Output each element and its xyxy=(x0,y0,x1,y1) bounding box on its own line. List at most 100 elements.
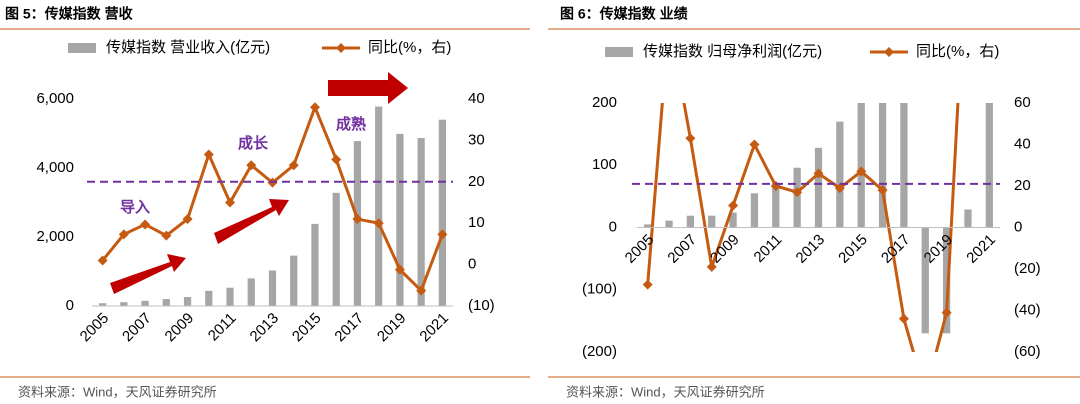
bar xyxy=(644,224,652,228)
line-marker xyxy=(225,197,236,208)
line-marker xyxy=(288,160,299,171)
bar xyxy=(290,255,298,306)
x-tick-label: 2013 xyxy=(247,310,283,346)
source-note: 资料来源：Wind，天风证券研究所 xyxy=(18,384,217,399)
bar xyxy=(900,103,908,228)
bar xyxy=(921,227,929,334)
line-series xyxy=(646,103,960,352)
y-tick-label: 2,000 xyxy=(36,228,74,245)
y2-tick-label: 0 xyxy=(1014,218,1022,235)
x-tick-label: 2013 xyxy=(793,231,829,267)
bar xyxy=(985,103,993,228)
x-tick-label: 2009 xyxy=(707,231,743,267)
line-marker xyxy=(309,102,320,113)
line-marker xyxy=(749,139,760,150)
bar xyxy=(396,133,404,306)
bar xyxy=(120,302,128,306)
trend-arrow xyxy=(110,254,186,294)
y2-tick-label: 40 xyxy=(1014,135,1031,152)
bar xyxy=(417,137,425,306)
bar xyxy=(205,290,213,306)
line-marker xyxy=(856,166,867,177)
legend-label: 同比(%，右) xyxy=(916,43,999,60)
source-note: 资料来源：Wind，天风证券研究所 xyxy=(566,384,765,399)
plot-area xyxy=(642,103,993,352)
line-marker xyxy=(642,279,653,290)
y2-tick-label: 0 xyxy=(468,256,476,273)
y-tick-label: 4,000 xyxy=(36,159,74,176)
line-marker xyxy=(706,261,717,272)
bar xyxy=(438,119,446,306)
line-marker xyxy=(97,255,108,266)
y-tick-label: (200) xyxy=(582,343,617,360)
y2-tick-label: (40) xyxy=(1014,301,1041,318)
bar xyxy=(226,287,234,306)
y2-tick-label: (10) xyxy=(468,297,495,314)
x-tick-label: 2019 xyxy=(374,310,410,346)
bar xyxy=(964,209,972,228)
y2-tick-label: 40 xyxy=(468,90,485,107)
line-marker xyxy=(834,183,845,194)
bar xyxy=(268,270,277,306)
x-tick-label: 2009 xyxy=(162,310,198,346)
x-tick-label: 2015 xyxy=(289,310,325,346)
x-tick-label: 2011 xyxy=(751,231,786,266)
line-marker xyxy=(246,160,257,171)
annotation: 成长 xyxy=(238,134,269,152)
bar xyxy=(375,106,383,306)
bar xyxy=(750,193,759,228)
bar xyxy=(665,220,673,228)
y2-tick-label: 10 xyxy=(468,214,485,231)
bar xyxy=(708,215,716,228)
bar xyxy=(247,278,255,306)
bar xyxy=(183,297,192,306)
bar xyxy=(311,223,319,306)
line-marker xyxy=(437,229,448,240)
bar xyxy=(99,303,107,306)
y-tick-label: 0 xyxy=(66,297,74,314)
bar xyxy=(836,121,844,228)
line-marker xyxy=(182,214,193,225)
y-tick-label: 200 xyxy=(592,94,617,111)
annotation: 导入 xyxy=(120,199,150,216)
y2-tick-label: 20 xyxy=(1014,177,1031,194)
bar xyxy=(332,192,340,306)
y2-tick-label: 30 xyxy=(468,131,485,148)
legend-marker xyxy=(336,43,346,53)
y2-tick-label: 20 xyxy=(468,173,485,190)
legend-swatch xyxy=(605,47,633,57)
y2-tick-label: 60 xyxy=(1014,94,1031,111)
line-marker xyxy=(331,154,342,165)
x-tick-label: 2021 xyxy=(416,310,452,346)
y-tick-label: 6,000 xyxy=(36,90,74,107)
bar xyxy=(878,103,887,228)
line-marker xyxy=(416,285,427,296)
x-tick-label: 2011 xyxy=(205,310,240,345)
line-marker xyxy=(203,149,214,160)
legend-label: 传媒指数 营业收入(亿元) xyxy=(106,39,270,56)
line-marker xyxy=(792,187,803,198)
line-marker xyxy=(118,229,129,240)
x-tick-label: 2007 xyxy=(119,310,155,346)
bar xyxy=(942,227,951,334)
line-marker xyxy=(877,185,888,196)
bar xyxy=(141,300,149,306)
bar xyxy=(772,182,780,228)
legend-marker xyxy=(884,47,894,57)
bar xyxy=(686,215,695,228)
x-tick-label: 2005 xyxy=(77,310,113,346)
line-marker xyxy=(728,200,739,211)
y-tick-label: 0 xyxy=(609,218,617,235)
x-tick-label: 2015 xyxy=(835,231,871,267)
legend-label: 传媒指数 归母净利润(亿元) xyxy=(643,43,822,60)
legend-swatch xyxy=(68,43,96,53)
x-tick-label: 2021 xyxy=(963,231,999,267)
line-marker xyxy=(140,219,151,230)
line-series xyxy=(101,103,444,294)
y-tick-label: (100) xyxy=(582,281,617,298)
line-marker xyxy=(394,264,405,275)
annotation: 成熟 xyxy=(336,115,366,133)
trend-arrow xyxy=(328,72,408,104)
chart-title: 图 5：传媒指数 营收 xyxy=(5,6,134,22)
